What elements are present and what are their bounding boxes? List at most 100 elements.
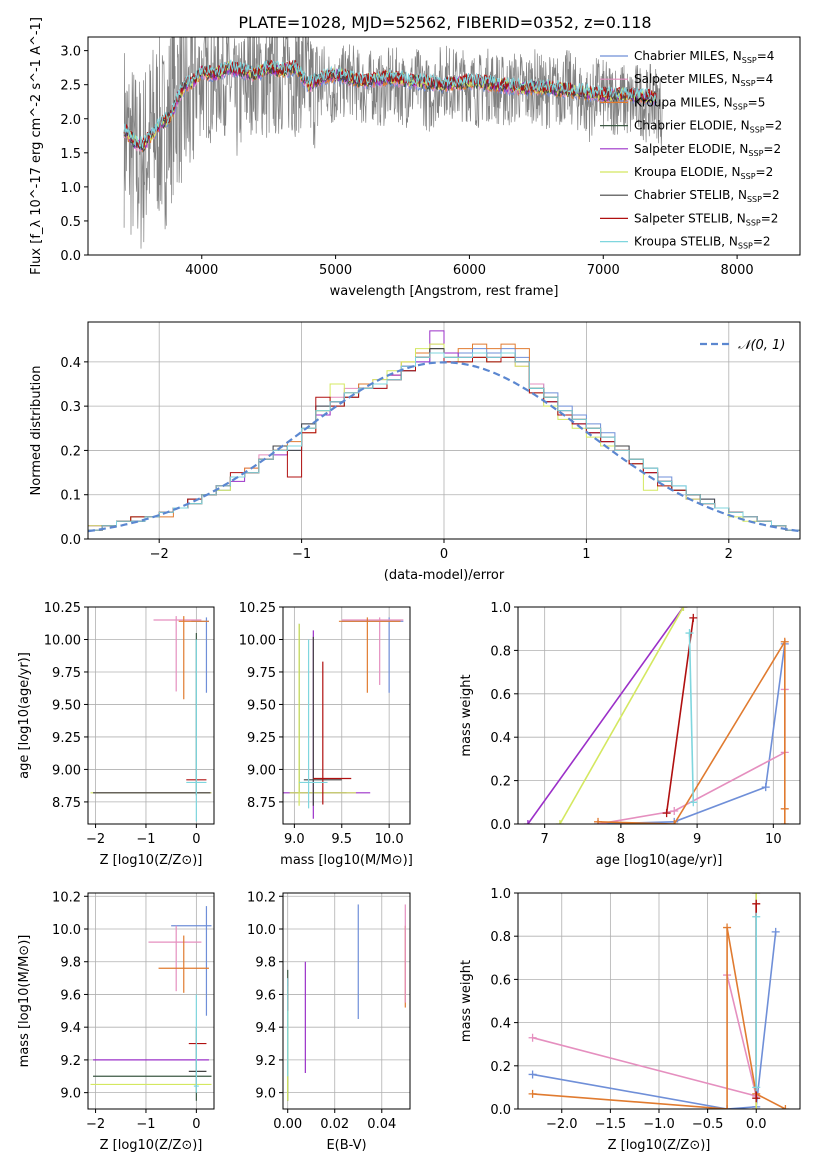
y-axis-label: mass weight xyxy=(459,674,474,756)
plot-area-residuals xyxy=(88,330,800,539)
y-tick-label: 2.0 xyxy=(60,113,81,128)
errorbar-point-1 xyxy=(171,906,212,1016)
x-tick-label: −0.5 xyxy=(692,1117,724,1132)
y-tick-label: 0.6 xyxy=(490,688,511,703)
y-tick-label: 0.8 xyxy=(490,644,511,659)
y-tick-label: 0.3 xyxy=(60,400,81,415)
y-tick-label: 0.4 xyxy=(60,356,81,371)
y-tick-label: 9.6 xyxy=(60,988,81,1003)
errorbar-point-4 xyxy=(93,1027,212,1101)
chart-residuals: 𝒩(0, 1) −2 −1 0 1 2 0.0 0.1 0.2 0.3 0.4 (data-model… xyxy=(29,321,801,583)
axes-frame xyxy=(87,606,215,825)
model-line-9 xyxy=(123,59,657,149)
y-tick-label: 9.25 xyxy=(52,731,81,746)
y-tick-label: 1.0 xyxy=(490,601,511,616)
weight-marker xyxy=(689,798,698,807)
errorbar-point-2 xyxy=(341,617,404,685)
legend-entry-label: Chabrier ELODIE, NSSP=2 xyxy=(634,119,782,135)
figure-title: PLATE=1028, MJD=52562, FIBERID=0352, z=0… xyxy=(238,13,651,32)
x-tick-label: 8000 xyxy=(721,263,754,278)
errorbar-point-9 xyxy=(186,639,207,822)
errorbar-point-3 xyxy=(178,616,209,700)
y-axis-label: Flux [f_λ 10^-17 erg cm^-2 s^-1 A^-1] xyxy=(29,17,44,275)
plot-area-massweight-vs-age xyxy=(523,607,789,824)
y-tick-label: 0.4 xyxy=(490,1017,511,1032)
chart-massweight-vs-age: 7 8 9 10 0.0 0.2 0.4 0.6 0.8 1.0 age [log10(age/yr… xyxy=(459,601,801,868)
weight-marker xyxy=(528,1070,537,1079)
legend-entry-label: Salpeter ELODIE, NSSP=2 xyxy=(634,142,781,158)
y-tick-label: 9.0 xyxy=(255,1087,276,1102)
y-axis-label: mass weight xyxy=(459,960,474,1042)
legend-entry-label: Salpeter STELIB, NSSP=2 xyxy=(634,211,778,227)
legend-entry-label: Kroupa STELIB, NSSP=2 xyxy=(634,235,771,251)
y-tick-label: 0.2 xyxy=(490,1060,511,1075)
weight-marker xyxy=(528,1033,537,1042)
weight-marker xyxy=(752,1094,761,1103)
x-axis-label: age [log10(age/yr)] xyxy=(596,853,723,868)
weight-marker xyxy=(679,607,688,611)
chart-age-vs-Z: −2 −1 0 8.75 9.00 9.25 9.50 9.75 10.00 10.25 Z [lo… xyxy=(17,601,215,868)
weight-series-6 xyxy=(665,617,695,814)
x-tick-label: 0 xyxy=(192,1117,200,1132)
x-axis-label: mass [log10(M/M⊙)] xyxy=(280,853,413,868)
residuals-legend: 𝒩(0, 1) xyxy=(700,338,785,353)
y-tick-label: 9.50 xyxy=(52,698,81,713)
normal-reference-curve xyxy=(88,361,800,533)
x-tick-label: 0.04 xyxy=(367,1117,396,1132)
y-tick-label: 0.6 xyxy=(490,973,511,988)
x-tick-label: 6000 xyxy=(453,263,486,278)
y-tick-label: 0.8 xyxy=(490,930,511,945)
weight-marker xyxy=(780,637,789,646)
y-tick-label: 10.25 xyxy=(44,601,81,616)
errorbar-point-2 xyxy=(148,925,202,992)
weight-series-5 xyxy=(559,607,685,824)
x-tick-label: 0 xyxy=(440,547,448,562)
errorbar-point-5 xyxy=(283,630,371,819)
x-tick-label: 7000 xyxy=(587,263,620,278)
y-tick-label: 3.0 xyxy=(60,45,81,60)
weight-marker xyxy=(662,809,671,818)
y-tick-label: 9.25 xyxy=(247,731,276,746)
y-axis-label: Normed distribution xyxy=(29,366,44,496)
errorbar-point-3 xyxy=(338,617,401,693)
axes-frame xyxy=(282,606,411,825)
y-tick-label: 9.75 xyxy=(247,666,276,681)
weight-series-2 xyxy=(532,974,758,1098)
weight-marker xyxy=(752,1083,761,1092)
weight-series-4 xyxy=(527,607,685,824)
y-tick-label: 9.75 xyxy=(52,666,81,681)
y-tick-label: 9.8 xyxy=(60,956,81,971)
y-tick-label: 9.2 xyxy=(60,1054,81,1069)
weight-marker xyxy=(689,613,698,622)
x-tick-label: 0.02 xyxy=(320,1117,349,1132)
x-tick-label: 9 xyxy=(693,832,701,847)
y-tick-label: 10.00 xyxy=(44,633,81,648)
x-axis-label: Z [log10(Z/Z⊙)] xyxy=(100,853,203,868)
y-tick-label: 0.0 xyxy=(60,249,81,264)
x-tick-label: −1 xyxy=(136,832,155,847)
y-tick-label: 10.2 xyxy=(52,890,81,905)
x-tick-label: −2 xyxy=(86,832,105,847)
y-tick-label: 0.2 xyxy=(490,775,511,790)
y-tick-label: 0.0 xyxy=(60,533,81,548)
x-tick-label: −2 xyxy=(150,547,169,562)
legend-entry-label: Kroupa ELODIE, NSSP=2 xyxy=(634,165,773,181)
y-axis-label: age [log10(age/yr)] xyxy=(17,652,32,779)
x-tick-label: 8 xyxy=(617,832,625,847)
x-tick-label: 5000 xyxy=(319,263,352,278)
weight-marker xyxy=(670,820,679,824)
x-tick-label: 0.00 xyxy=(273,1117,302,1132)
spectrum-legend: Chabrier MILES, NSSP=4 Salpeter MILES, NS… xyxy=(600,49,782,251)
y-tick-label: 0.0 xyxy=(490,818,511,833)
weight-marker xyxy=(761,783,770,792)
y-tick-label: 8.75 xyxy=(52,796,81,811)
observed-spectrum-line xyxy=(123,37,663,249)
weight-marker xyxy=(771,927,780,936)
chart-massweight-vs-Z: −2.0 −1.5 −1.0 −0.5 0.0 0.0 0.2 0.4 0.6 0.8 1.0 Z [… xyxy=(459,887,801,1153)
y-tick-label: 0.1 xyxy=(60,489,81,504)
y-tick-label: 10.00 xyxy=(239,633,276,648)
y-tick-label: 10.25 xyxy=(239,601,276,616)
x-tick-label: 10 xyxy=(765,832,782,847)
x-tick-label: 2 xyxy=(725,547,733,562)
weight-marker xyxy=(594,817,603,824)
